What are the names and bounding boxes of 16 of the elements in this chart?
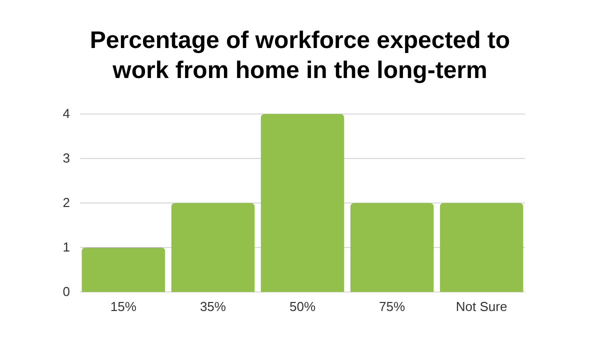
- y-tick-label: 0: [62, 284, 70, 300]
- x-tick-label: Not Sure: [456, 299, 508, 314]
- bar: [350, 203, 434, 292]
- x-tick-label: 15%: [110, 299, 137, 314]
- chart-title: Percentage of workforce expected to work from home in the long-term: [90, 27, 510, 84]
- y-tick-label: 2: [62, 195, 70, 210]
- y-tick-label: 3: [62, 150, 70, 166]
- bar: [440, 203, 524, 292]
- x-tick-label: 50%: [289, 299, 316, 314]
- bar: [260, 114, 344, 292]
- x-tick-label: 35%: [200, 299, 226, 314]
- bar: [82, 248, 166, 292]
- y-tick-label: 1: [62, 240, 70, 255]
- x-tick-label: 75%: [379, 299, 406, 314]
- bar: [171, 203, 255, 292]
- y-tick-label: 4: [62, 106, 70, 122]
